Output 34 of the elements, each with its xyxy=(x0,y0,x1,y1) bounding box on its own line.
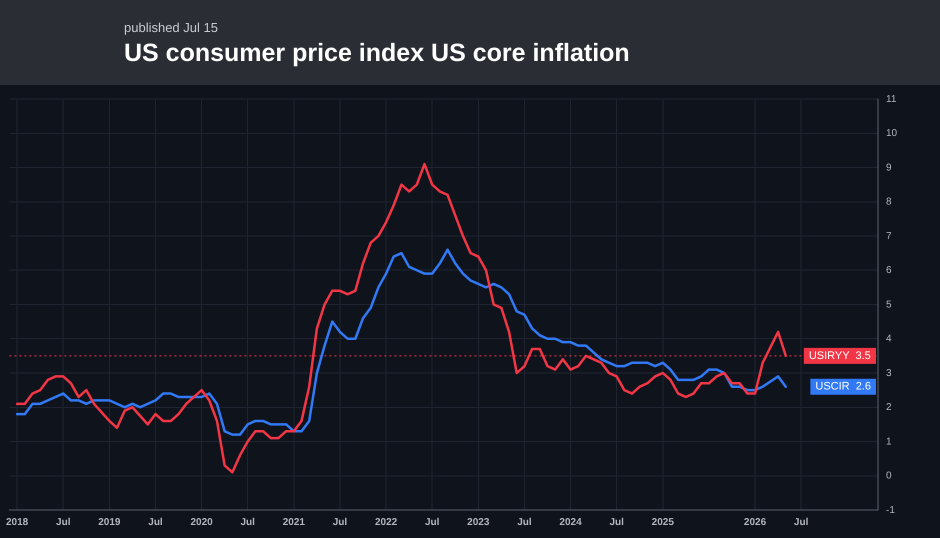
text: USIRYY 3.5 xyxy=(808,350,871,362)
x-tick-label: Jul xyxy=(56,516,71,528)
y-tick-label: 3 xyxy=(886,368,892,379)
x-tick-label: 2018 xyxy=(6,516,29,528)
y-tick-label: 2 xyxy=(886,402,892,413)
x-tick-label: Jul xyxy=(609,516,624,528)
x-tick-label: Jul xyxy=(332,516,348,528)
chart-title: US consumer price index US core inflation xyxy=(124,39,631,68)
x-tick-label: 2019 xyxy=(98,516,121,528)
x-tick-label: Jul xyxy=(148,516,163,528)
x-tick-label: 2026 xyxy=(744,516,767,528)
y-tick-label: 0 xyxy=(886,470,892,482)
y-tick-label: 7 xyxy=(886,230,892,242)
x-tick-label: 2022 xyxy=(374,516,398,528)
y-tick-label: 8 xyxy=(886,196,892,208)
x-tick-label: 2020 xyxy=(190,516,214,528)
x-tick-label: Jul xyxy=(424,516,440,528)
x-tick-label: Jul xyxy=(794,516,809,528)
x-tick-label: Jul xyxy=(240,516,256,528)
x-tick-label: 2023 xyxy=(467,516,490,528)
y-tick-label: 1 xyxy=(886,436,892,448)
chart-subtitle: published Jul 15 xyxy=(124,20,219,35)
y-tick-label: 10 xyxy=(886,128,898,139)
y-tick-label: 5 xyxy=(886,299,892,310)
y-tick-label: 4 xyxy=(886,334,892,344)
x-tick-label: 2024 xyxy=(559,516,582,528)
y-tick-label: 9 xyxy=(886,162,892,174)
x-tick-label: Jul xyxy=(517,516,532,528)
y-tick-label: -1 xyxy=(886,504,896,516)
x-tick-label: 2021 xyxy=(282,516,306,528)
x-tick-label: 2025 xyxy=(652,516,674,528)
y-tick-label: 11 xyxy=(886,94,897,105)
text: USCIR 2.6 xyxy=(815,380,872,393)
y-tick-label: 6 xyxy=(886,265,892,276)
